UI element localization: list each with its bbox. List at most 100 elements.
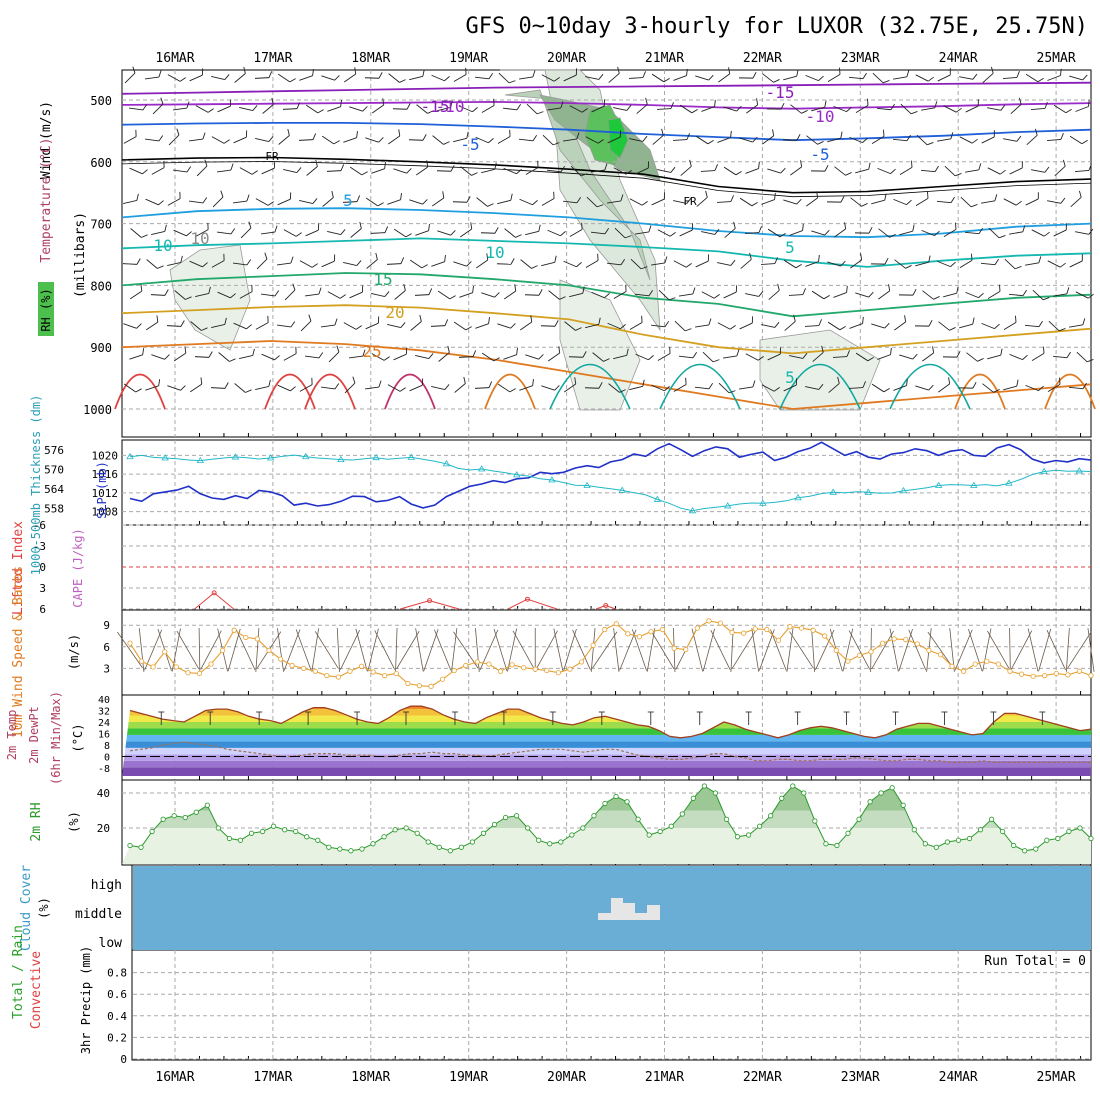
wind-barb-feather [774,192,776,200]
wind-barb-shaft [321,260,335,268]
rh2m-marker [867,799,873,805]
wind-barb-shaft [173,352,187,362]
wind-barb-feather [442,191,445,199]
wind10m-barb-shaft [789,631,814,669]
wind-barb [833,285,848,298]
wind-barb [343,322,362,330]
wind-barb-shaft [129,290,143,300]
wind-barb-shaft [628,77,644,79]
wind10m-barb-shaft [1065,628,1070,672]
wind-barb-shaft [299,384,313,392]
wind10m-marker [717,620,724,626]
wind-barb-shaft [988,227,1000,239]
wind-barb-shaft [848,76,864,80]
wind-barb [898,288,917,296]
thickness-marker [688,507,697,514]
wind-barb-feather [774,257,778,264]
wind-barb-shaft [283,168,297,174]
wind10m-marker [497,668,504,674]
wind-barb-shaft [453,74,467,82]
wind10m-barb-shaft [535,630,558,670]
wind-barb-shaft [151,230,165,236]
wind-barb-shaft [409,384,423,392]
wind-barb-shaft [899,230,913,236]
wind-barb [1025,192,1039,206]
wind-barb [584,382,603,389]
wind-barb [173,229,192,237]
wind10m-marker [324,672,330,679]
wind-barb-feather [867,98,869,106]
wind-barb [658,289,676,301]
wind10m-barb-shaft [138,628,145,672]
rh2m-marker [127,842,133,849]
wind-barb-feather [730,130,732,138]
wind-barb-shaft [305,293,319,297]
wind-barb-shaft [1052,355,1068,359]
wind-barb [854,226,873,234]
wind-barb [123,193,139,205]
wind-barb [234,66,246,83]
wind-barb-shaft [129,107,143,111]
wind-barb-feather [692,352,698,359]
wind-barb-feather [912,353,918,360]
wind-barb-feather [296,102,301,109]
wind-barb [409,259,428,269]
wind-barb-feather [510,258,515,265]
wind10m-barb-shaft [572,629,591,671]
precip-tick-label: 0.8 [107,967,127,980]
wind-barb-shaft [1068,386,1084,390]
wind-barb-feather [362,349,366,357]
wind10m-barb [475,628,480,672]
wind-barb-feather [268,379,271,387]
wind10m-marker [358,663,365,669]
wind-barb-shaft [833,105,847,113]
run-total-annotation: Run Total = 0 [984,954,1086,969]
wind-barb-feather [800,160,803,167]
wind10m-barb-shaft [283,629,301,671]
wind-barb-shaft [239,167,253,175]
wind-barb [657,229,676,237]
wind-barb [937,132,954,142]
wind-barb [394,283,406,300]
wind-barb-feather [466,261,472,267]
wind10m-barb [710,630,731,670]
rh2m-marker [723,816,730,822]
wind10m-marker [984,658,990,664]
wind-barb-feather [444,384,450,390]
wind-barb-shaft [960,196,972,208]
wind-barb [1053,223,1067,237]
wind-barb-shaft [981,322,995,330]
wind-barb [190,321,208,331]
precip-tick-label: 0.2 [107,1031,127,1044]
wind-barb [877,347,892,360]
isotherm-15 [121,272,1092,318]
rh2m-marker [712,790,719,796]
wind-barb [496,258,515,265]
date-label-bottom-19MAR: 19MAR [449,1070,488,1085]
wind-barb [987,348,1003,360]
wind-barb-shaft [365,386,379,390]
wind-barb-shaft [321,135,335,145]
wind-barb-shaft [651,198,665,206]
wind-barb-feather [796,198,802,205]
rh2m-marker [359,846,365,852]
wind-barb-feather [735,285,737,293]
wind-barb-feather [510,323,516,329]
wind10m-barb [553,628,564,672]
wind-barb-feather [361,285,364,293]
isotherm-label-14: 10 [485,243,504,262]
wind-barb [1003,198,1022,206]
wind-barb-feather [1014,266,1022,270]
wind-barb [283,229,302,237]
wind10m-marker [810,627,816,633]
wind-barb [680,159,692,176]
wind10m-barb [493,628,508,672]
wind-barb-feather [180,255,183,263]
wind-barb-shaft [762,135,774,145]
wind-barb [519,379,534,391]
wind10m-marker [775,637,781,643]
wind-barb-shaft [124,383,136,393]
wind-barb-feather [290,321,296,328]
wind-barb-feather [384,291,390,297]
wind-barb-shaft [657,353,671,361]
